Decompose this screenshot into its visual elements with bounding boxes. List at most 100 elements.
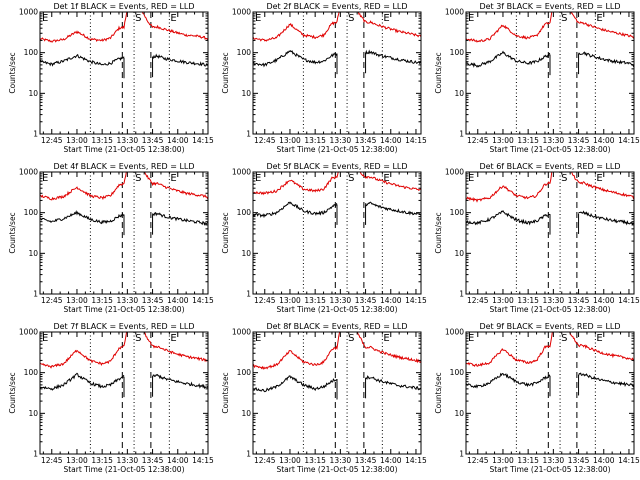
x-tick-label: 13:00	[279, 136, 301, 145]
y-tick-label: 1	[246, 290, 251, 299]
x-tick-label: 13:30	[330, 296, 352, 305]
x-tick-label: 13:00	[66, 136, 88, 145]
y-tick-label: 1000	[19, 168, 38, 177]
series-events-line	[466, 50, 634, 68]
x-tick-label: 14:00	[380, 296, 402, 305]
marker-label: E	[383, 173, 389, 184]
y-tick-label: 10	[454, 89, 464, 98]
y-tick-label: 1000	[445, 8, 464, 17]
x-axis-label: Start Time (21-Oct-05 12:38:00)	[276, 465, 397, 474]
series-lld-line	[253, 172, 421, 196]
plot-frame	[465, 11, 635, 135]
y-tick-label: 100	[450, 368, 465, 377]
x-tick-label: 14:00	[380, 136, 402, 145]
marker-label: S	[348, 173, 354, 184]
marker-label: E	[255, 333, 261, 344]
x-tick-label: 13:00	[492, 136, 514, 145]
marker-label: E	[170, 173, 176, 184]
marker-label: E	[170, 333, 176, 344]
y-tick-label: 1	[33, 130, 38, 139]
x-tick-label: 13:15	[304, 136, 326, 145]
panel-title: Det 5f BLACK = Events, RED = LLD	[266, 162, 407, 171]
y-axis-label: Counts/sec	[8, 52, 17, 93]
y-tick-label: 1	[33, 450, 38, 459]
series-lld-line	[40, 332, 208, 369]
y-axis-label: Counts/sec	[221, 52, 230, 93]
x-tick-label: 14:15	[405, 456, 427, 465]
marker-label: E	[42, 333, 48, 344]
x-tick-label: 13:45	[142, 456, 164, 465]
y-axis-label: Counts/sec	[434, 212, 443, 253]
y-tick-label: 10	[241, 409, 251, 418]
panel-title: Det 7f BLACK = Events, RED = LLD	[53, 322, 194, 331]
x-tick-label: 14:00	[167, 296, 189, 305]
y-tick-label: 10	[241, 249, 251, 258]
x-tick-label: 14:00	[593, 296, 615, 305]
panel-det-6: Det 6f BLACK = Events, RED = LLD E S E 1 10 10…	[434, 162, 640, 314]
y-tick-label: 100	[450, 208, 465, 217]
series-lld-line	[466, 12, 634, 43]
x-tick-label: 12:45	[467, 456, 489, 465]
y-tick-label: 100	[237, 208, 252, 217]
x-tick-label: 13:15	[91, 296, 113, 305]
y-tick-label: 10	[454, 409, 464, 418]
marker-label: S	[135, 333, 141, 344]
marker-label: E	[596, 13, 602, 24]
y-axis-label: Counts/sec	[8, 212, 17, 253]
panel-det-4: Det 4f BLACK = Events, RED = LLD E S E 1 10 10…	[8, 162, 214, 314]
panel-det-8: Det 8f BLACK = Events, RED = LLD E S E 1 10 10…	[221, 322, 427, 474]
x-tick-label: 13:00	[66, 456, 88, 465]
x-tick-label: 13:15	[304, 296, 326, 305]
x-tick-label: 13:45	[355, 136, 377, 145]
panel-det-1: Det 1f BLACK = Events, RED = LLD E S E 1 10 10…	[8, 2, 214, 154]
x-tick-label: 12:45	[41, 296, 63, 305]
series-events-line	[253, 375, 421, 393]
panel-title: Det 6f BLACK = Events, RED = LLD	[479, 162, 620, 171]
y-tick-label: 1000	[232, 168, 251, 177]
x-tick-label: 14:15	[192, 136, 214, 145]
series-events-line	[466, 209, 634, 226]
x-tick-label: 12:45	[41, 136, 63, 145]
y-axis-label: Counts/sec	[434, 52, 443, 93]
series-events-line	[466, 372, 634, 389]
x-tick-label: 12:45	[254, 136, 276, 145]
panel-det-3: Det 3f BLACK = Events, RED = LLD E S E 1 10 10…	[434, 2, 640, 154]
x-tick-label: 12:45	[254, 456, 276, 465]
y-axis-label: Counts/sec	[8, 372, 17, 413]
panel-det-7: Det 7f BLACK = Events, RED = LLD E S E 1 10 10…	[8, 322, 214, 474]
x-axis-label: Start Time (21-Oct-05 12:38:00)	[489, 145, 610, 154]
y-tick-label: 1000	[445, 168, 464, 177]
panel-title: Det 3f BLACK = Events, RED = LLD	[479, 2, 620, 11]
x-tick-label: 13:30	[117, 296, 139, 305]
marker-label: E	[596, 333, 602, 344]
marker-label: S	[348, 13, 354, 24]
y-tick-label: 100	[24, 48, 39, 57]
marker-label: E	[170, 13, 176, 24]
x-tick-label: 14:00	[380, 456, 402, 465]
x-tick-label: 14:00	[167, 456, 189, 465]
x-tick-label: 13:45	[568, 136, 590, 145]
x-tick-label: 13:00	[279, 296, 301, 305]
x-tick-label: 13:00	[492, 296, 514, 305]
panel-det-9: Det 9f BLACK = Events, RED = LLD E S E 1 10 10…	[434, 322, 640, 474]
x-tick-label: 12:45	[254, 296, 276, 305]
x-axis-label: Start Time (21-Oct-05 12:38:00)	[63, 145, 184, 154]
y-axis-label: Counts/sec	[221, 372, 230, 413]
x-tick-label: 13:30	[117, 136, 139, 145]
marker-label: E	[468, 13, 474, 24]
y-tick-label: 1	[33, 290, 38, 299]
x-tick-label: 13:45	[568, 296, 590, 305]
y-tick-label: 1000	[232, 8, 251, 17]
y-axis-label: Counts/sec	[434, 372, 443, 413]
x-tick-label: 13:30	[543, 456, 565, 465]
marker-label: S	[561, 173, 567, 184]
y-tick-label: 100	[24, 208, 39, 217]
x-tick-label: 14:15	[618, 296, 640, 305]
marker-label: E	[596, 173, 602, 184]
x-tick-label: 14:15	[192, 456, 214, 465]
marker-label: E	[42, 13, 48, 24]
marker-label: S	[561, 13, 567, 24]
x-tick-label: 13:45	[355, 296, 377, 305]
plot-frame	[252, 331, 422, 455]
